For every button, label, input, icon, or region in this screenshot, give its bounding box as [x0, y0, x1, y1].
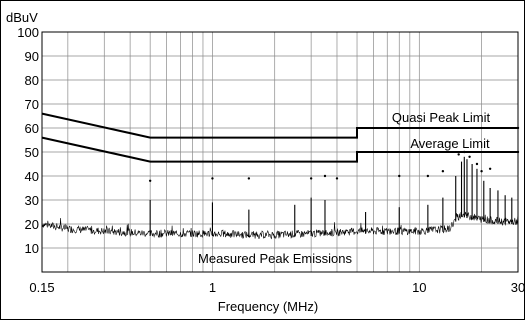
marker-point	[426, 174, 430, 178]
marker-point	[335, 177, 339, 180]
x-tick-label: 30	[511, 280, 525, 295]
measured-peak-emissions-label: Measured Peak Emissions	[198, 251, 352, 266]
x-tick-labels: 0.15 1 10 30	[29, 280, 525, 295]
marker-point	[480, 170, 483, 173]
marker-point	[323, 174, 327, 178]
marker-point	[398, 174, 401, 178]
marker-point	[488, 167, 492, 170]
y-tick-label: 40	[25, 169, 39, 184]
quasi-peak-limit-line	[41, 112, 518, 139]
marker-point	[468, 155, 471, 158]
noise-floor-line	[41, 211, 519, 240]
marker-point	[148, 179, 152, 182]
y-tick-labels: 10 20 30 40 50 60 70 80 90 100	[17, 25, 39, 256]
x-axis-label: Frequency (MHz)	[218, 299, 318, 314]
noise-floor-trace	[41, 211, 519, 240]
y-tick-label: 60	[25, 121, 39, 136]
y-tick-label: 50	[25, 145, 39, 160]
x-tick-label: 1	[209, 280, 216, 295]
marker-point	[475, 162, 479, 166]
limit-lines	[41, 112, 518, 163]
average-limit-label: Average Limit	[410, 136, 490, 151]
emission-peaks	[149, 156, 513, 238]
marker-point	[441, 170, 445, 173]
y-tick-label: 70	[25, 97, 39, 112]
marker-point	[309, 177, 313, 180]
marker-point	[211, 177, 214, 180]
marker-point	[463, 150, 466, 154]
y-tick-label: 80	[25, 73, 39, 88]
marker-point	[457, 153, 460, 156]
y-tick-label: 100	[17, 25, 39, 40]
quasi-peak-limit-label: Quasi Peak Limit	[392, 110, 491, 125]
y-tick-label: 30	[25, 193, 39, 208]
x-tick-label: 10	[412, 280, 426, 295]
y-axis-label: dBuV	[6, 10, 38, 25]
plot-border	[41, 31, 519, 273]
y-tick-label: 10	[25, 241, 39, 256]
y-tick-label: 90	[25, 49, 39, 64]
y-tick-label: 20	[25, 217, 39, 232]
x-tick-label: 0.15	[29, 280, 54, 295]
average-limit-line	[41, 136, 518, 163]
marker-point	[247, 177, 251, 180]
